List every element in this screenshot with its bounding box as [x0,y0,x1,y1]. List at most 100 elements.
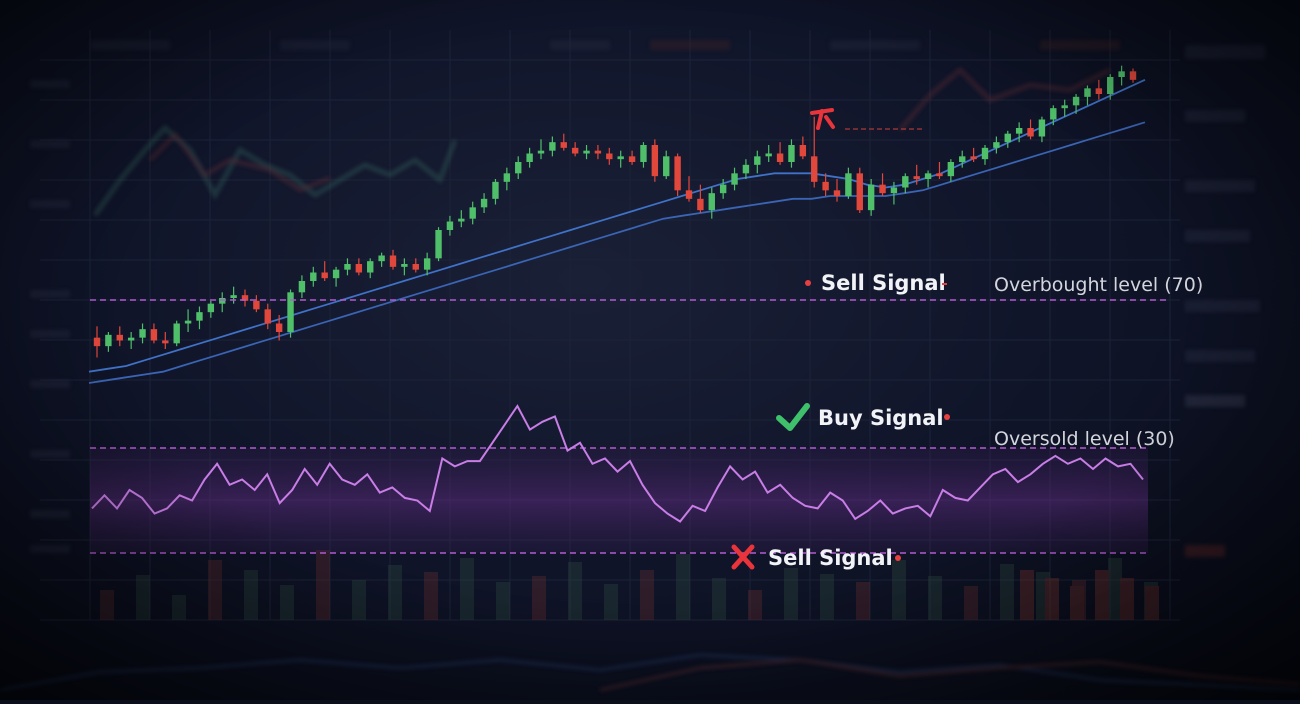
volume-bar [496,582,510,620]
candle-body [196,312,203,321]
volume-bar [136,575,150,620]
moving-average-fast-line [88,78,1146,373]
candle-body [139,329,146,338]
candle-body [549,142,556,151]
candle-body [173,323,180,344]
candle-body [867,184,875,211]
candle-body [105,334,112,347]
volume-bar [424,572,438,620]
volume-bar [352,580,366,620]
volume-bar [1095,570,1109,620]
candle-body [1072,96,1080,106]
candle-body [230,295,237,298]
volume-bar [388,565,402,620]
candle-body [1095,88,1103,94]
candle-body [219,298,226,304]
volume-bar [172,595,186,620]
volume-bar [928,576,942,620]
candlestick-series [93,65,1137,358]
oversold-level-label: Oversold level (30) [994,428,1175,450]
volume-bar [1020,570,1034,620]
volume-bar [604,584,618,620]
volume-bar [1120,578,1134,620]
volume-bar [748,590,762,620]
candle-body [446,221,454,230]
candle-body [344,264,351,270]
volume-bar [280,585,294,620]
candle-body [389,255,397,267]
candle-body [423,258,431,270]
candle-body [1107,77,1114,94]
candle-body [765,153,772,157]
candle-body [663,156,670,177]
candle-body [537,150,545,154]
candle-body [959,156,966,162]
sell-signal-top-dot-left [805,280,811,286]
candle-body [924,173,932,179]
candle-body [355,264,363,273]
candle-body [321,272,328,279]
candle-body [469,207,476,219]
check-icon [776,403,810,431]
candle-body [1027,128,1034,137]
candle-body [184,320,192,324]
candle-body [788,145,795,162]
sell-signal-top-dash [942,283,947,285]
candle-body [378,255,385,262]
candle-body [458,218,465,222]
volume-bar [568,562,582,620]
candle-body [993,142,1000,148]
volume-bar [1045,578,1059,620]
candle-body [754,156,761,165]
volume-bar [676,554,690,620]
candle-body [811,156,818,182]
candle-body [1050,108,1057,120]
candle-body [412,264,419,270]
volume-bar [1000,564,1014,620]
overbought-level-label: Overbought level (70) [994,274,1203,296]
candle-body [1061,105,1068,109]
volume-bar [208,560,222,620]
candle-body [401,264,408,267]
candle-body [480,198,488,208]
candle-body [571,147,579,154]
candle-body [822,181,829,191]
candle-body [492,181,499,199]
buy-signal: Buy Signal [776,403,950,431]
candle-body [845,173,852,196]
candle-body [1015,128,1023,134]
candle-body [719,184,727,194]
volume-bar [964,586,978,620]
candle-body [833,190,841,196]
candle-body [116,334,123,341]
candle-body [799,145,807,157]
volume-bar [1108,558,1122,620]
candle-body [856,173,863,211]
candle-body [742,164,750,174]
candle-body [264,309,271,324]
candle-body [435,230,442,259]
volume-bar [784,568,798,620]
moving-average-slow-line [88,121,1146,384]
candle-body [913,176,920,179]
volume-bar [892,560,906,620]
candle-body [1129,71,1137,80]
volume-bar [820,574,834,620]
candle-body [890,187,898,194]
sell-signal-bottom-dot [895,555,901,561]
candle-body [150,329,158,341]
candle-body [287,292,294,332]
candle-body [93,337,101,347]
candle-body [127,337,135,341]
candle-body [503,173,511,182]
candle-body [902,176,909,188]
buy-signal-dot [944,414,950,420]
volume-bar [856,582,870,620]
candle-body [1118,71,1125,77]
candle-body [207,303,215,313]
volume-bar [712,578,726,620]
candle-body [970,156,977,160]
candle-body [310,272,317,281]
candle-body [594,150,602,154]
